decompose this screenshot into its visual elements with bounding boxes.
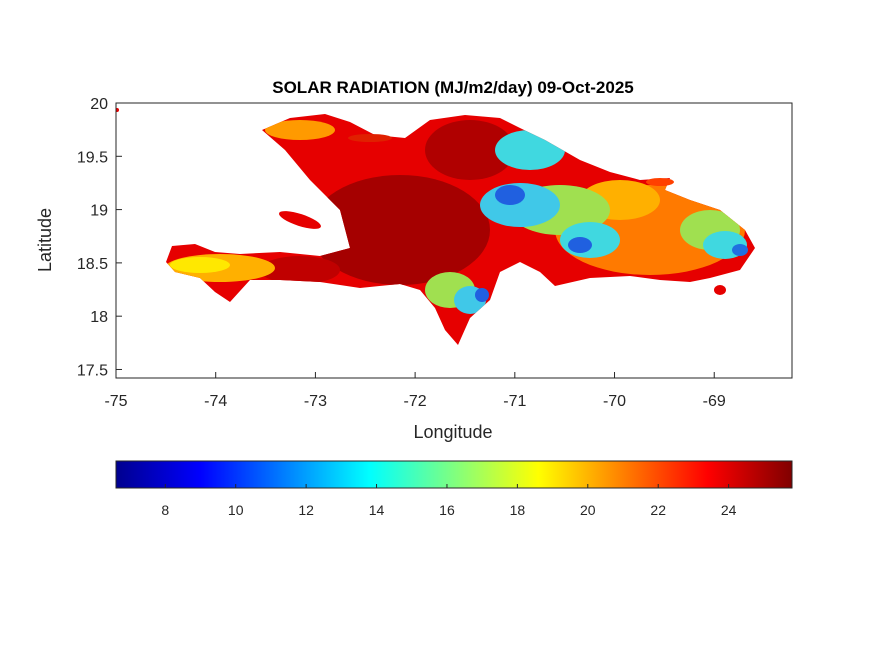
map-darkred-north <box>425 120 515 180</box>
map-gonave-island <box>278 211 322 229</box>
y-tick-label: 19.5 <box>77 149 108 166</box>
colorbar-tick-label: 10 <box>228 502 244 518</box>
colorbar-tick-label: 12 <box>298 502 314 518</box>
x-tick-label: -75 <box>104 393 127 410</box>
colorbar-tick-label: 8 <box>161 502 169 518</box>
map-corner-dot <box>116 108 119 112</box>
colorbar-tick-label: 24 <box>721 502 737 518</box>
map-tortuga-island <box>348 134 392 142</box>
x-tick-label: -73 <box>304 393 327 410</box>
map-darkred-core <box>310 175 490 285</box>
colorbar <box>115 460 793 489</box>
colorbar-tick-label: 14 <box>369 502 385 518</box>
colorbar-tick-label: 20 <box>580 502 596 518</box>
map-yellow-west <box>170 257 230 273</box>
map-blue-south <box>568 237 592 253</box>
y-tick-label: 19 <box>90 203 108 220</box>
x-axis-label: Longitude <box>413 422 492 442</box>
map-darkred-south <box>260 256 340 284</box>
colorbar-tick-label: 22 <box>650 502 666 518</box>
x-tick-label: -70 <box>603 393 626 410</box>
x-tick-label: -74 <box>204 393 227 410</box>
chart-title: SOLAR RADIATION (MJ/m2/day) 09-Oct-2025 <box>272 78 633 97</box>
colorbar-tick-label: 18 <box>510 502 526 518</box>
x-tick-label: -71 <box>503 393 526 410</box>
colorbar-tick-label: 16 <box>439 502 455 518</box>
x-tick-label: -72 <box>404 393 427 410</box>
y-ticks: 17.5 18 18.5 19 19.5 20 <box>77 96 122 379</box>
map-orange-nw <box>265 120 335 140</box>
y-tick-label: 18 <box>90 309 108 326</box>
map-blue-sw <box>475 288 489 302</box>
map-blue-center <box>495 185 525 205</box>
y-tick-label: 20 <box>90 96 108 113</box>
y-tick-label: 17.5 <box>77 362 108 379</box>
map-blue-east <box>732 244 748 256</box>
map-saona-island <box>714 285 726 295</box>
y-axis-label: Latitude <box>35 208 55 272</box>
map-samana-peninsula <box>646 178 674 186</box>
axes-box <box>115 102 793 379</box>
map-cyan-south <box>560 222 620 258</box>
y-tick-label: 18.5 <box>77 256 108 273</box>
x-tick-label: -69 <box>703 393 726 410</box>
x-ticks: -75 -74 -73 -72 -71 -70 -69 <box>104 372 726 410</box>
colorbar-ticks: 8 10 12 14 16 18 20 22 24 <box>161 484 737 518</box>
